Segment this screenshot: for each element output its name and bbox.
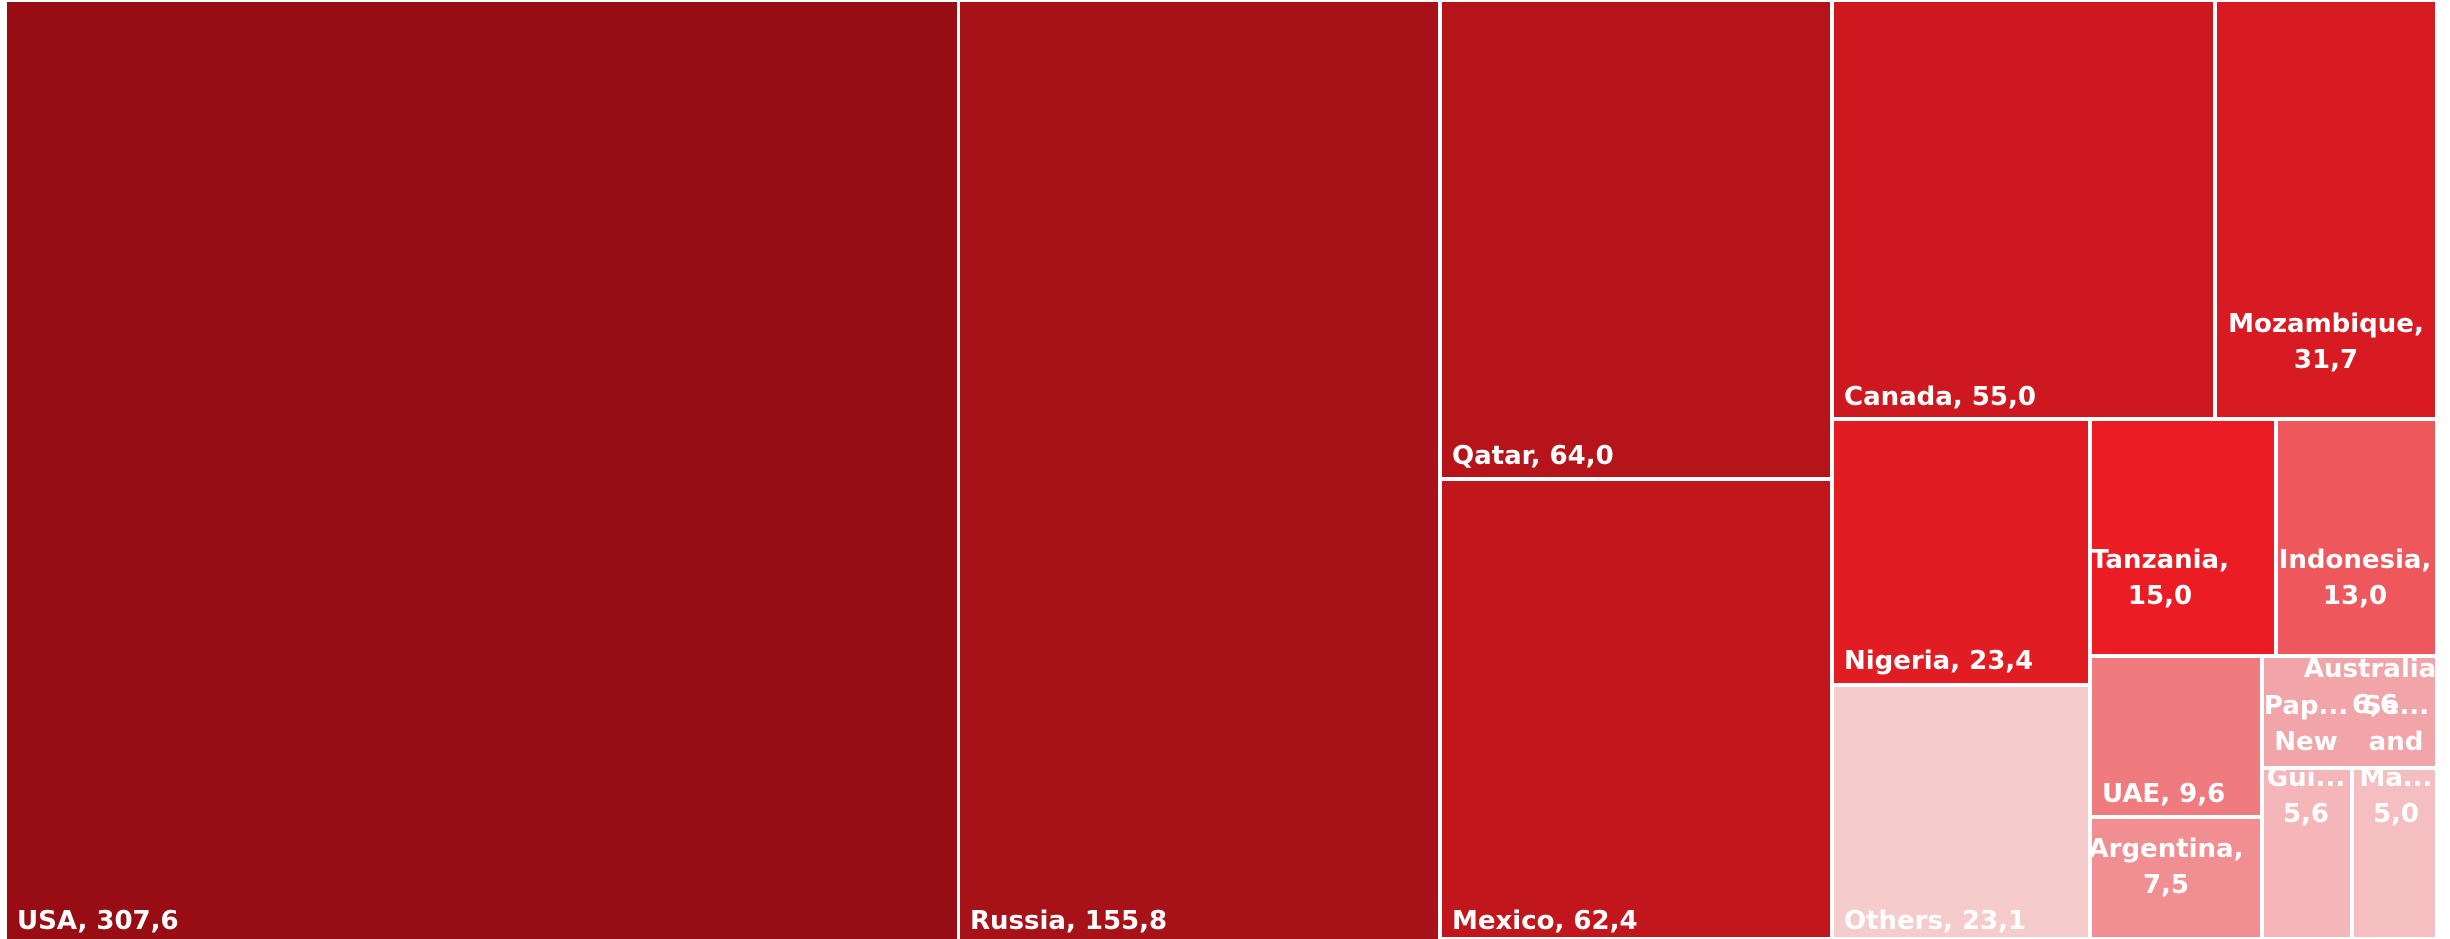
tile-label-others: Others, 23,1 [1844, 906, 2026, 936]
tile-rect-mozambique [2217, 2, 2435, 417]
tile-rect-usa [7, 2, 957, 939]
tile-tanzania: Tanzania, 15,0 [2091, 421, 2274, 654]
tile-label-nigeria: Nigeria, 23,4 [1844, 646, 2033, 676]
tile-australia: Australia, 6,6 [2264, 654, 2446, 766]
tile-label-australia: Australia, 6,6 [2304, 654, 2446, 720]
tile-mozambique: Mozambique, 31,7 [2217, 2, 2435, 417]
tile-label-mozambique: Mozambique, 31,7 [2228, 309, 2424, 375]
tile-rect-australia [2264, 658, 2435, 766]
tile-indonesia: Indonesia, 13,0 [2278, 421, 2435, 654]
tile-label-qatar: Qatar, 64,0 [1452, 441, 1614, 471]
tile-argentina: Argentina, 7,5 [2089, 819, 2260, 937]
tile-label-uae: UAE, 9,6 [2102, 779, 2225, 809]
tile-papua-new-guinea: Pap... New Gui... 5,6 [2264, 691, 2350, 937]
tile-usa: USA, 307,6 [7, 2, 957, 939]
tile-nigeria: Nigeria, 23,4 [1834, 421, 2088, 683]
tile-canada: Canada, 55,0 [1834, 2, 2213, 417]
tile-rect-mexico [1442, 481, 1830, 937]
tile-qatar: Qatar, 64,0 [1442, 2, 1830, 477]
tile-label-russia: Russia, 155,8 [970, 906, 1167, 936]
tile-rect-indonesia [2278, 421, 2435, 654]
tile-label-senegal-and-mauritania: Se... and Ma... 5,0 [2359, 691, 2432, 829]
tile-russia: Russia, 155,8 [960, 2, 1438, 939]
tile-others: Others, 23,1 [1834, 687, 2088, 937]
tile-rect-others [1834, 687, 2088, 937]
tile-mexico: Mexico, 62,4 [1442, 481, 1830, 937]
tile-rect-senegal-and-mauritania [2354, 770, 2435, 937]
tile-label-argentina: Argentina, 7,5 [2089, 834, 2244, 900]
tile-label-tanzania: Tanzania, 15,0 [2091, 545, 2229, 611]
tile-senegal-and-mauritania: Se... and Ma... 5,0 [2354, 691, 2435, 937]
tile-rect-uae [2092, 658, 2260, 815]
tile-label-indonesia: Indonesia, 13,0 [2279, 545, 2432, 611]
tile-label-mexico: Mexico, 62,4 [1452, 906, 1638, 936]
tile-rect-papua-new-guinea [2264, 770, 2350, 937]
tile-label-canada: Canada, 55,0 [1844, 382, 2036, 412]
tile-rect-canada [1834, 2, 2213, 417]
tile-rect-russia [960, 2, 1438, 939]
tile-rect-argentina [2092, 819, 2260, 937]
tile-rect-tanzania [2092, 421, 2274, 654]
tile-label-papua-new-guinea: Pap... New Gui... 5,6 [2264, 691, 2348, 829]
tile-label-usa: USA, 307,6 [17, 906, 179, 936]
tile-rect-nigeria [1834, 421, 2088, 683]
tile-uae: UAE, 9,6 [2092, 658, 2260, 815]
tile-rect-qatar [1442, 2, 1830, 477]
